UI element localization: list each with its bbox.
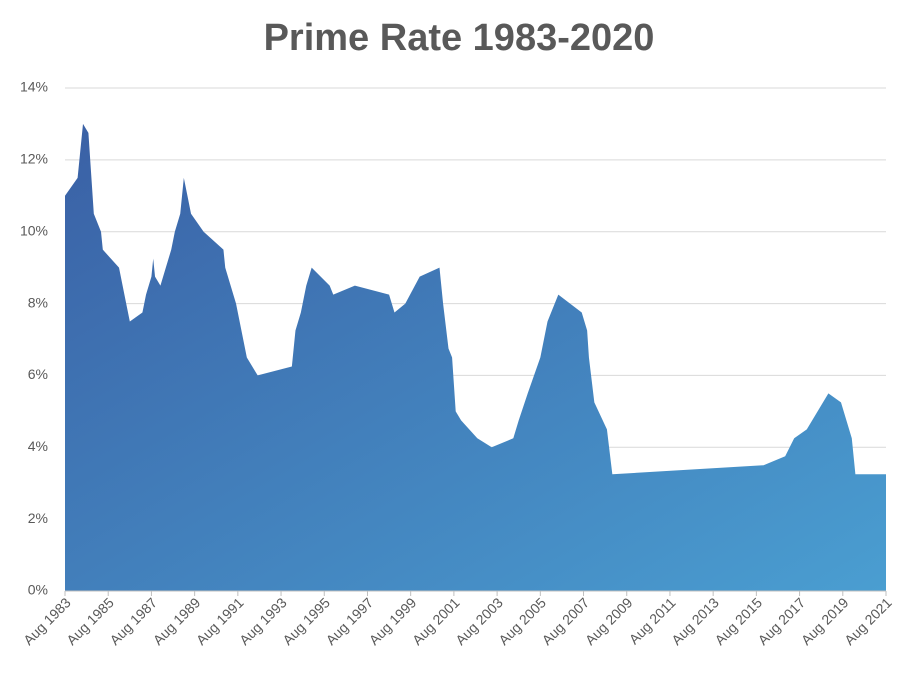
y-tick-label: 8% xyxy=(28,294,48,310)
y-tick-label: 2% xyxy=(28,510,48,526)
y-tick-label: 6% xyxy=(28,366,48,382)
y-tick-label: 14% xyxy=(20,79,48,95)
y-tick-label: 12% xyxy=(20,151,48,167)
y-tick-label: 0% xyxy=(28,582,48,598)
x-tick-label: Aug 2009 xyxy=(582,594,636,648)
area xyxy=(65,123,886,592)
x-tick-label: Aug 2021 xyxy=(841,594,895,648)
y-tick-label: 10% xyxy=(20,222,48,238)
y-tick-label: 4% xyxy=(28,438,48,454)
chart-title: Prime Rate 1983-2020 xyxy=(264,17,655,59)
